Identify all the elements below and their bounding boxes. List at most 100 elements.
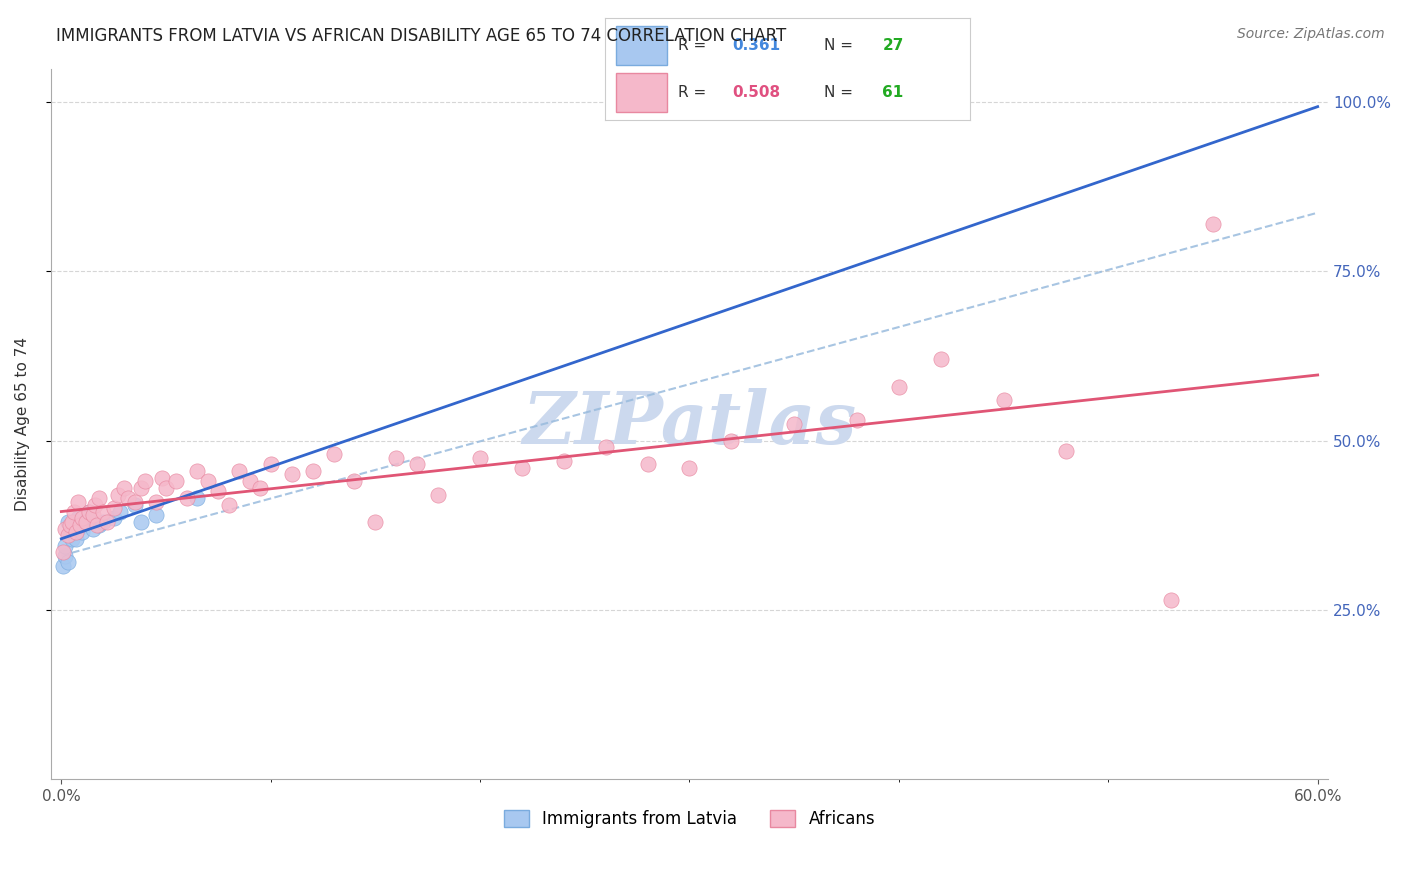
Point xyxy=(108,505,131,519)
Point xyxy=(63,505,86,519)
Point xyxy=(55,549,77,563)
Point xyxy=(91,505,114,519)
Point xyxy=(87,518,110,533)
Point xyxy=(60,515,83,529)
Point xyxy=(846,413,869,427)
Point xyxy=(65,532,87,546)
Point xyxy=(65,518,87,533)
Point xyxy=(82,522,104,536)
Point xyxy=(91,515,114,529)
Point xyxy=(406,458,429,472)
Text: 0.361: 0.361 xyxy=(733,38,780,53)
Point xyxy=(77,505,100,519)
Point xyxy=(67,511,90,525)
Point xyxy=(260,458,283,472)
Point xyxy=(69,518,91,533)
Point xyxy=(129,481,152,495)
Point xyxy=(70,511,93,525)
Point xyxy=(134,474,156,488)
Text: 27: 27 xyxy=(883,38,904,53)
Point xyxy=(56,515,79,529)
Point xyxy=(553,454,575,468)
Text: R =: R = xyxy=(678,86,711,100)
Point xyxy=(59,528,82,542)
Text: 61: 61 xyxy=(883,86,904,100)
Point xyxy=(468,450,491,465)
Point xyxy=(186,464,208,478)
Point xyxy=(63,524,86,539)
Point xyxy=(112,481,135,495)
Point xyxy=(83,498,105,512)
Point xyxy=(929,352,952,367)
Point xyxy=(73,515,96,529)
Text: IMMIGRANTS FROM LATVIA VS AFRICAN DISABILITY AGE 65 TO 74 CORRELATION CHART: IMMIGRANTS FROM LATVIA VS AFRICAN DISABI… xyxy=(56,27,786,45)
FancyBboxPatch shape xyxy=(616,26,666,65)
Point xyxy=(129,515,152,529)
Point xyxy=(218,498,240,512)
Text: N =: N = xyxy=(824,38,858,53)
Point xyxy=(124,498,146,512)
Point xyxy=(678,460,700,475)
Point xyxy=(239,474,262,488)
Point xyxy=(60,532,83,546)
Point xyxy=(343,474,366,488)
Point xyxy=(385,450,408,465)
Text: N =: N = xyxy=(824,86,858,100)
Text: 0.508: 0.508 xyxy=(733,86,780,100)
Point xyxy=(249,481,271,495)
Point xyxy=(75,515,97,529)
Point xyxy=(52,545,75,559)
Point xyxy=(993,392,1015,407)
Point xyxy=(637,458,659,472)
Point xyxy=(55,522,77,536)
Point xyxy=(197,474,219,488)
Point xyxy=(96,515,118,529)
Point xyxy=(56,528,79,542)
Point xyxy=(69,518,91,533)
Point xyxy=(52,558,75,573)
Point xyxy=(155,481,177,495)
Point xyxy=(107,488,129,502)
Point xyxy=(364,515,387,529)
Point xyxy=(1054,443,1077,458)
Point xyxy=(59,518,82,533)
Point xyxy=(150,471,173,485)
Point xyxy=(70,524,93,539)
Point xyxy=(55,539,77,553)
Point xyxy=(322,447,344,461)
Point xyxy=(176,491,198,505)
Point xyxy=(1202,217,1225,231)
Point xyxy=(166,474,188,488)
Point xyxy=(887,379,910,393)
Point xyxy=(783,417,806,431)
Text: R =: R = xyxy=(678,38,711,53)
Point xyxy=(117,491,139,505)
Text: ZIPatlas: ZIPatlas xyxy=(523,388,856,459)
Point xyxy=(67,494,90,508)
Point xyxy=(82,508,104,522)
Point xyxy=(103,511,125,525)
Point xyxy=(124,494,146,508)
Point xyxy=(145,508,167,522)
Point xyxy=(595,441,617,455)
Point xyxy=(301,464,323,478)
Point xyxy=(280,467,302,482)
Point xyxy=(720,434,742,448)
Point xyxy=(67,522,90,536)
Point xyxy=(56,556,79,570)
Legend: Immigrants from Latvia, Africans: Immigrants from Latvia, Africans xyxy=(496,803,882,835)
Point xyxy=(1160,592,1182,607)
Point xyxy=(103,501,125,516)
Point xyxy=(145,494,167,508)
Point xyxy=(65,524,87,539)
Text: Source: ZipAtlas.com: Source: ZipAtlas.com xyxy=(1237,27,1385,41)
Point xyxy=(86,518,108,533)
Point xyxy=(77,505,100,519)
Point xyxy=(60,522,83,536)
Y-axis label: Disability Age 65 to 74: Disability Age 65 to 74 xyxy=(15,336,30,511)
Point xyxy=(427,488,450,502)
Point xyxy=(87,491,110,505)
Point xyxy=(186,491,208,505)
Point xyxy=(510,460,533,475)
Point xyxy=(207,484,229,499)
